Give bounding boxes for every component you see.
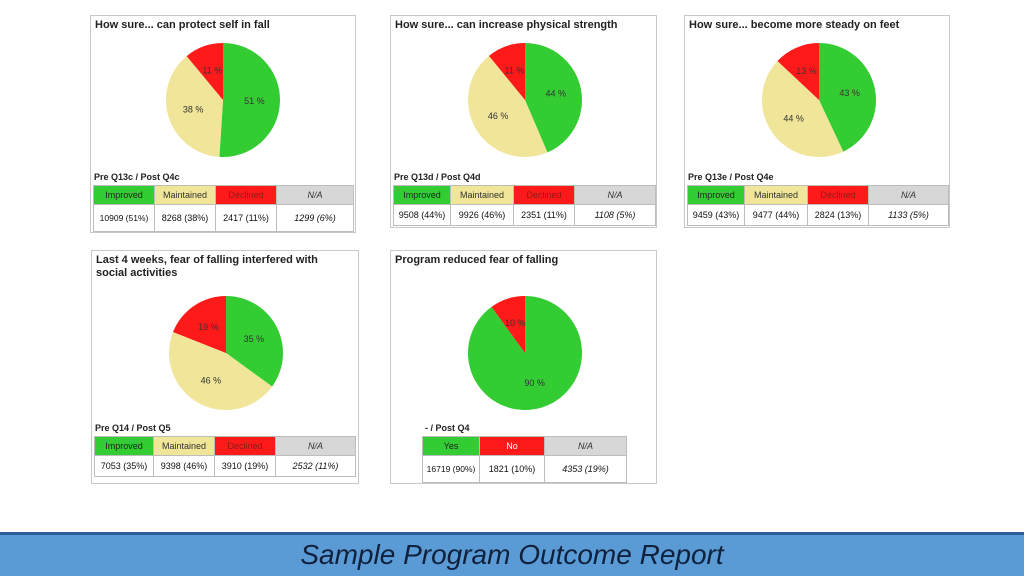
pie-label-declined: 13 % (796, 66, 817, 76)
pie-label-yes: 90 % (524, 378, 545, 388)
legend-maintained: Maintained (154, 185, 216, 205)
chart-title: Program reduced fear of falling (395, 254, 559, 266)
chart-title: How sure... can protect self in fall (95, 19, 270, 31)
question-label: Pre Q13d / Post Q4d (394, 172, 481, 182)
legend-improved: Improved (393, 185, 451, 205)
pie-chart: 90 % 10 % (468, 296, 582, 410)
legend-table: Yes No N/A 16719 (90%) 1821 (10%) 4353 (… (422, 436, 627, 483)
legend-table: Improved Maintained Declined N/A 9459 (4… (687, 185, 949, 226)
count-maintained: 8268 (38%) (154, 204, 216, 232)
legend-declined: Declined (513, 185, 575, 205)
count-no: 1821 (10%) (479, 455, 545, 483)
legend-no: No (479, 436, 545, 456)
question-label: Pre Q14 / Post Q5 (95, 423, 171, 433)
pie-chart: 44 % 46 % 11 % (468, 43, 582, 157)
legend-improved: Improved (93, 185, 155, 205)
pie-slice-maintained (468, 55, 548, 157)
count-maintained: 9477 (44%) (744, 204, 808, 226)
count-na: 2532 (11%) (275, 455, 356, 477)
pie-slice-improved (226, 296, 283, 387)
pie-label-improved: 35 % (244, 334, 265, 344)
question-label: - / Post Q4 (425, 423, 470, 433)
count-improved: 9508 (44%) (393, 204, 451, 226)
pie-label-declined: 11 % (505, 65, 525, 75)
pie-slice-no (491, 296, 525, 353)
count-declined: 3910 (19%) (214, 455, 276, 477)
legend-na: N/A (574, 185, 656, 205)
pie-label-declined: 19 % (198, 322, 219, 332)
count-improved: 10909 (51%) (93, 204, 155, 232)
legend-declined: Declined (807, 185, 869, 205)
pie-slice-declined (186, 43, 223, 100)
legend-improved: Improved (94, 436, 154, 456)
pie-label-maintained: 46 % (488, 111, 509, 121)
legend-declined: Declined (214, 436, 276, 456)
pie-slice-declined (777, 43, 819, 100)
chart-title: How sure... become more steady on feet (689, 19, 900, 31)
pie-label-maintained: 44 % (783, 113, 804, 123)
pie-slice-improved (525, 43, 582, 153)
pie-slice-declined (173, 296, 226, 353)
chart-panel-steady-feet: How sure... become more steady on feet 4… (684, 15, 950, 228)
legend-yes: Yes (422, 436, 480, 456)
pie-chart: 35 % 46 % 19 % (169, 296, 283, 410)
count-improved: 9459 (43%) (687, 204, 745, 226)
count-declined: 2824 (13%) (807, 204, 869, 226)
pie-label-no: 10 % (505, 318, 526, 328)
count-maintained: 9926 (46%) (450, 204, 514, 226)
pie-chart: 43 % 44 % 13 % (762, 43, 876, 157)
pie-label-maintained: 46 % (201, 375, 222, 385)
legend-na: N/A (544, 436, 627, 456)
count-na: 1108 (5%) (574, 204, 656, 226)
legend-declined: Declined (215, 185, 277, 205)
count-declined: 2417 (11%) (215, 204, 277, 232)
count-improved: 7053 (35%) (94, 455, 154, 477)
pie-slice-declined (488, 43, 525, 100)
pie-label-declined: 11 % (202, 66, 222, 76)
pie-slice-maintained (169, 332, 273, 410)
legend-na: N/A (275, 436, 356, 456)
pie-slice-maintained (762, 60, 844, 157)
pie-label-improved: 43 % (839, 88, 860, 98)
count-declined: 2351 (11%) (513, 204, 575, 226)
chart-panel-protect-self: How sure... can protect self in fall 51 … (90, 15, 356, 233)
chart-panel-reduced-fear: Program reduced fear of falling 90 % 10 %… (390, 250, 657, 484)
pie-slice-improved (219, 43, 281, 157)
pie-slice-improved (819, 43, 876, 152)
legend-table: Improved Maintained Declined N/A 10909 (… (93, 185, 354, 232)
count-na: 1299 (6%) (276, 204, 354, 232)
question-label: Pre Q13e / Post Q4e (688, 172, 774, 182)
legend-improved: Improved (687, 185, 745, 205)
question-label: Pre Q13c / Post Q4c (94, 172, 180, 182)
legend-na: N/A (276, 185, 354, 205)
pie-label-improved: 44 % (545, 89, 566, 99)
legend-maintained: Maintained (450, 185, 514, 205)
chart-panel-physical-strength: How sure... can increase physical streng… (390, 15, 657, 228)
count-na: 4353 (19%) (544, 455, 627, 483)
legend-na: N/A (868, 185, 949, 205)
footer-bar: Sample Program Outcome Report (0, 532, 1024, 576)
pie-slice-maintained (166, 56, 223, 157)
pie-label-improved: 51 % (244, 96, 265, 106)
chart-title: How sure... can increase physical streng… (395, 19, 618, 31)
legend-maintained: Maintained (744, 185, 808, 205)
legend-table: Improved Maintained Declined N/A 9508 (4… (393, 185, 656, 226)
legend-table: Improved Maintained Declined N/A 7053 (3… (94, 436, 356, 477)
count-na: 1133 (5%) (868, 204, 949, 226)
legend-maintained: Maintained (153, 436, 215, 456)
chart-title: Last 4 weeks, fear of falling interfered… (96, 254, 318, 279)
pie-chart: 51 % 38 % 11 % (166, 43, 281, 157)
count-yes: 16719 (90%) (422, 455, 480, 483)
pie-label-maintained: 38 % (183, 105, 204, 115)
chart-panel-social-activities: Last 4 weeks, fear of falling interfered… (91, 250, 359, 484)
count-maintained: 9398 (46%) (153, 455, 215, 477)
report-title: Sample Program Outcome Report (300, 539, 724, 570)
